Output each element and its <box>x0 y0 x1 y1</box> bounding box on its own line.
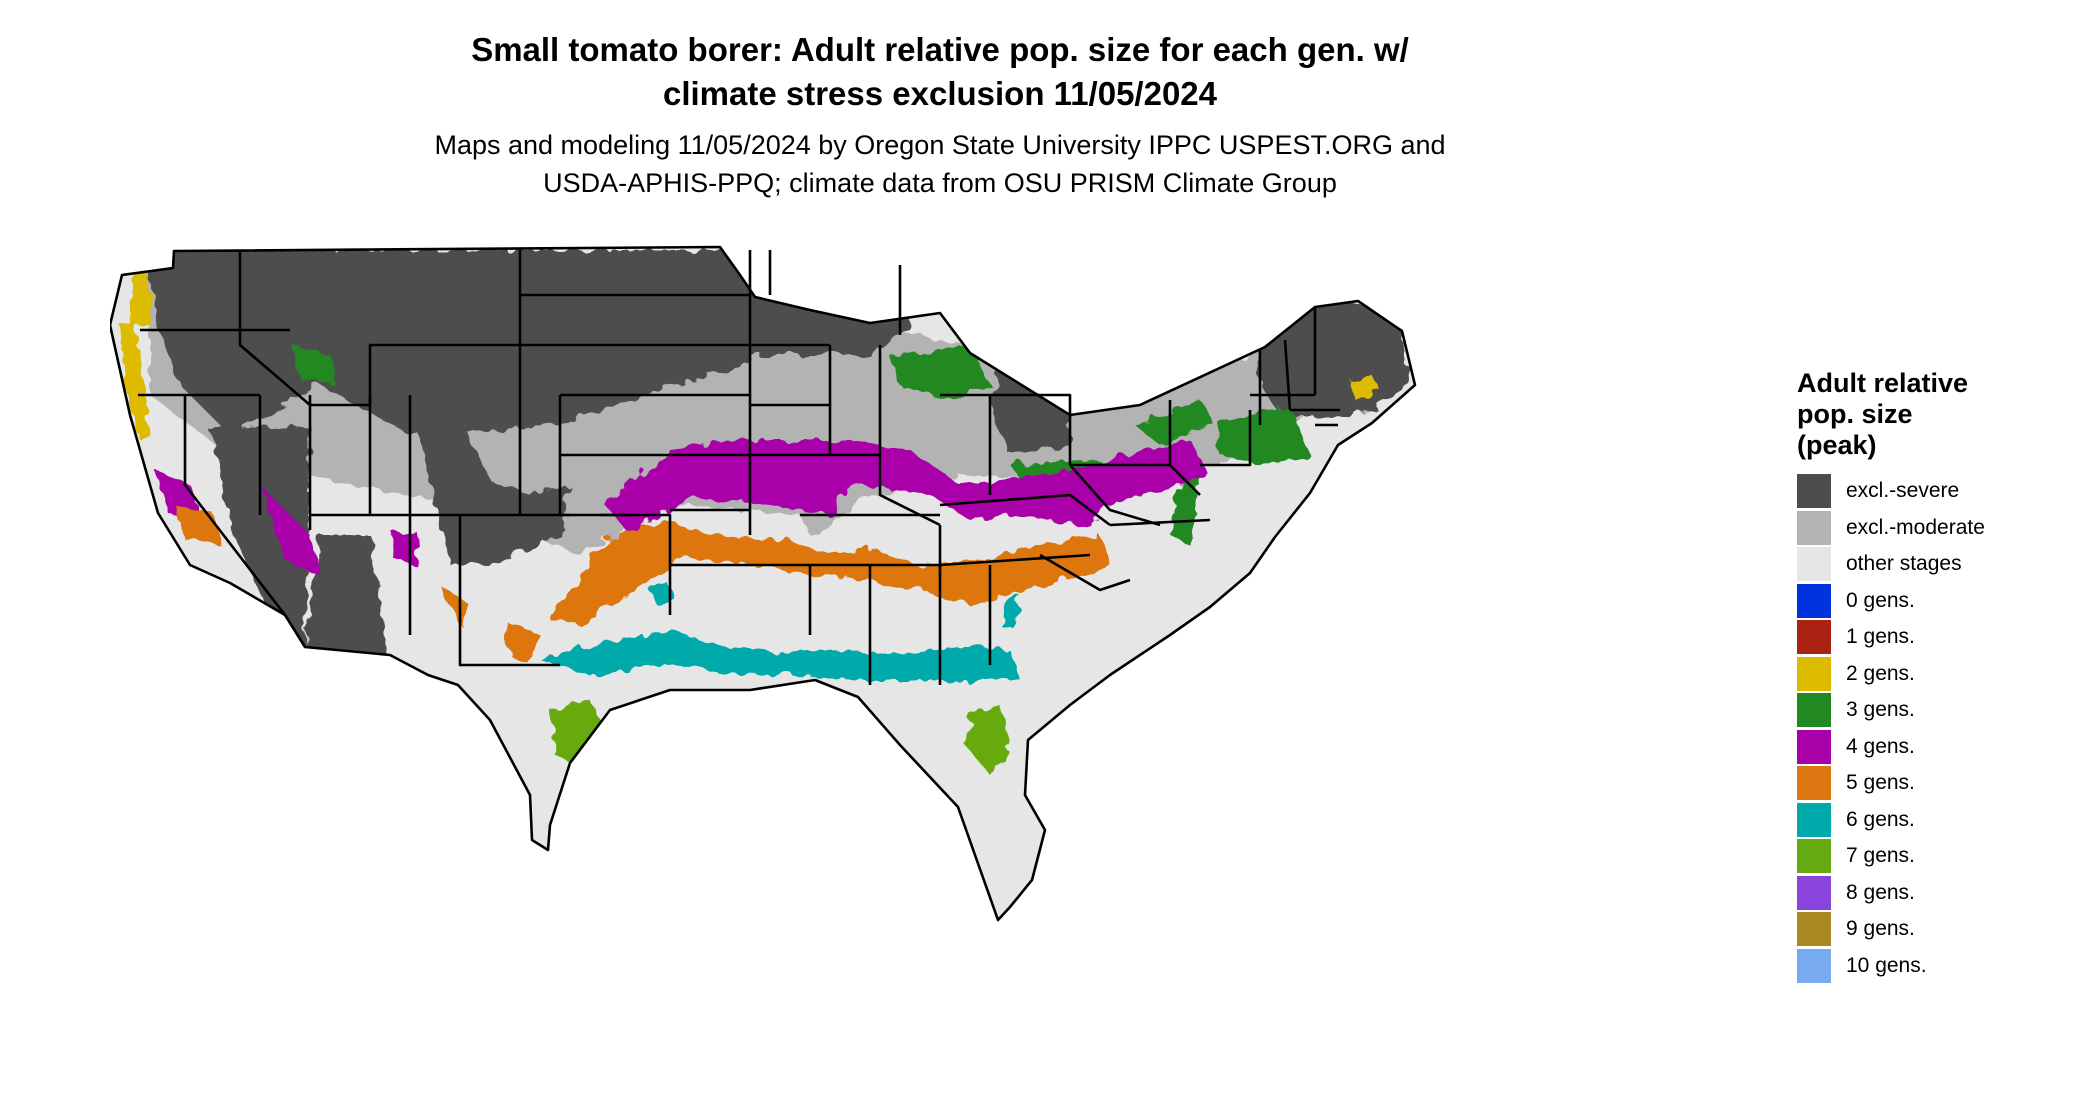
us-map-svg <box>110 245 1417 922</box>
legend-label: 8 gens. <box>1846 880 1915 904</box>
legend-label: other stages <box>1846 552 1962 576</box>
legend-item: 10 gens. <box>1797 948 2077 985</box>
legend-item: 1 gens. <box>1797 619 2077 656</box>
legend: Adult relative pop. size (peak) excl.-se… <box>1797 368 2077 984</box>
subtitle-line-1: Maps and modeling 11/05/2024 by Oregon S… <box>434 130 1446 160</box>
legend-title-line-3: (peak) <box>1797 430 1877 460</box>
legend-label: 7 gens. <box>1846 844 1915 868</box>
legend-item: 3 gens. <box>1797 692 2077 729</box>
legend-item: 4 gens. <box>1797 729 2077 766</box>
legend-swatch <box>1797 474 1831 509</box>
legend-item: excl.-moderate <box>1797 510 2077 547</box>
legend-label: 2 gens. <box>1846 661 1915 685</box>
legend-item: 6 gens. <box>1797 802 2077 839</box>
legend-items: excl.-severe excl.-moderate other stages 0 … <box>1797 473 2077 984</box>
legend-swatch <box>1797 839 1831 874</box>
legend-swatch <box>1797 583 1831 618</box>
legend-label: 4 gens. <box>1846 734 1915 758</box>
legend-label: 6 gens. <box>1846 807 1915 831</box>
legend-swatch <box>1797 729 1831 764</box>
legend-title-line-2: pop. size <box>1797 399 1913 429</box>
legend-item: excl.-severe <box>1797 473 2077 510</box>
legend-label: 0 gens. <box>1846 588 1915 612</box>
legend-item: 8 gens. <box>1797 875 2077 912</box>
legend-swatch <box>1797 875 1831 910</box>
legend-label: 1 gens. <box>1846 625 1915 649</box>
legend-swatch <box>1797 802 1831 837</box>
legend-label: 9 gens. <box>1846 917 1915 941</box>
legend-item: 2 gens. <box>1797 656 2077 693</box>
legend-label: 5 gens. <box>1846 771 1915 795</box>
map-subtitle: Maps and modeling 11/05/2024 by Oregon S… <box>330 126 1550 202</box>
legend-label: 3 gens. <box>1846 698 1915 722</box>
legend-item: 9 gens. <box>1797 911 2077 948</box>
legend-swatch <box>1797 693 1831 728</box>
legend-label: 10 gens. <box>1846 953 1927 977</box>
legend-swatch <box>1797 510 1831 545</box>
legend-item: 5 gens. <box>1797 765 2077 802</box>
legend-swatch <box>1797 656 1831 691</box>
legend-title: Adult relative pop. size (peak) <box>1797 368 2077 461</box>
legend-swatch <box>1797 766 1831 801</box>
state-borders <box>110 245 1417 922</box>
legend-label: excl.-severe <box>1846 479 1960 503</box>
gens-2-region <box>120 270 1380 440</box>
title-line-2: climate stress exclusion 11/05/2024 <box>662 75 1218 112</box>
map-title: Small tomato borer: Adult relative pop. … <box>330 28 1550 116</box>
legend-swatch <box>1797 547 1831 582</box>
legend-title-line-1: Adult relative <box>1797 368 1969 398</box>
title-line-1: Small tomato borer: Adult relative pop. … <box>471 31 1409 68</box>
legend-swatch <box>1797 948 1831 983</box>
legend-item: 7 gens. <box>1797 838 2077 875</box>
legend-item: other stages <box>1797 546 2077 583</box>
legend-label: excl.-moderate <box>1846 515 1985 539</box>
legend-item: 0 gens. <box>1797 583 2077 620</box>
legend-swatch <box>1797 912 1831 947</box>
subtitle-line-2: USDA-APHIS-PPQ; climate data from OSU PR… <box>543 168 1337 198</box>
legend-swatch <box>1797 620 1831 655</box>
us-map <box>110 235 1780 1115</box>
